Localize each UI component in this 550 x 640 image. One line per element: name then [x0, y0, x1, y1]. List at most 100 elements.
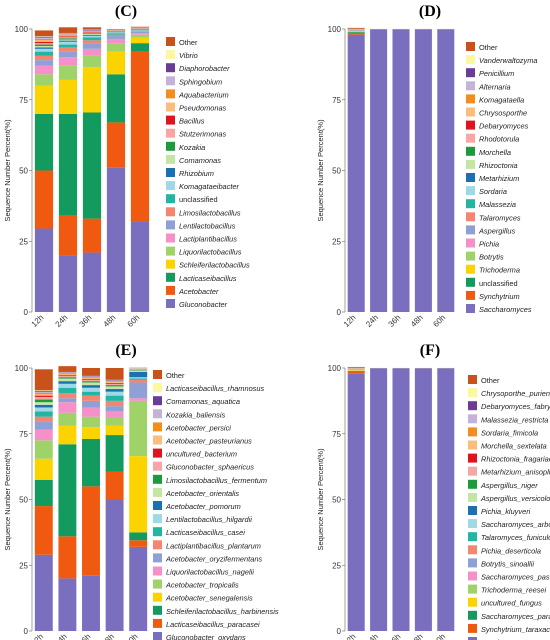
bar-segment [105, 417, 124, 426]
bar-segment [347, 34, 365, 312]
x-tick-label: 48h [409, 313, 425, 329]
legend-label: Vanderwaltozyma [479, 56, 537, 65]
legend-swatch [166, 63, 175, 73]
bar-segment [82, 407, 100, 417]
y-tick-label: 50 [19, 496, 28, 505]
legend-label: Malassezia_restricta [481, 415, 548, 424]
bar-segment [347, 31, 365, 33]
bar-segment [130, 30, 150, 32]
legend-swatch [166, 76, 175, 86]
bar-segment [105, 382, 124, 383]
legend-label: Sphingobium [179, 77, 222, 86]
bar-segment [58, 444, 77, 537]
legend-label: Aquabacterium [178, 90, 229, 99]
legend-swatch [468, 466, 477, 476]
bar-segment [82, 252, 102, 312]
legend-swatch [466, 225, 475, 235]
legend-label: Lentilactobacillus [179, 221, 236, 230]
x-tick-label: 12h [29, 632, 45, 640]
bar-segment [34, 394, 53, 396]
bar-segment [105, 435, 124, 472]
bar-segment [58, 51, 78, 58]
bar-segment [347, 32, 365, 33]
y-tick-label: 25 [19, 237, 28, 246]
bar-segment [129, 377, 148, 379]
bar-segment [34, 65, 54, 75]
legend-label: Gluconobacter_oxydans [166, 633, 246, 640]
bar-segment [58, 372, 77, 374]
legend-swatch [166, 259, 175, 269]
x-tick-label: 36h [387, 632, 403, 640]
y-tick-label: 100 [328, 25, 342, 34]
bar-segment [34, 416, 53, 422]
legend-swatch [468, 479, 477, 489]
panel-0: (C) 0 25 50 75 100 Sequence Number Percent(%) 1… [3, 3, 250, 329]
bar-segment [58, 398, 77, 403]
bar-segment [82, 27, 102, 30]
bar-segment [82, 486, 100, 576]
legend-swatch [468, 519, 477, 529]
legend-label: Gluconobacter [179, 300, 228, 309]
bar-segment [370, 29, 388, 313]
legend-label: Lactiplantibacillus_plantarum [166, 541, 261, 550]
legend-swatch [153, 527, 162, 537]
legend-swatch [153, 448, 162, 458]
bar-segment [347, 32, 365, 35]
bar-segment [34, 392, 53, 395]
legend-swatch [466, 107, 475, 117]
legend-label: Debaryomyces_fabryi [481, 402, 550, 411]
legend-label: unclassified [479, 279, 518, 288]
legend-swatch [166, 181, 175, 191]
bar-segment [105, 499, 124, 631]
legend-swatch [153, 435, 162, 445]
panel-2: (E) 0 25 50 75 100 Sequence Number Percent(%) 1… [3, 342, 279, 640]
bar-segment [34, 506, 53, 555]
x-tick-label: 24h [364, 632, 380, 640]
legend-swatch [466, 81, 475, 91]
legend-swatch [166, 233, 175, 243]
legend-label: Saccharomyces_pastorianus [481, 573, 550, 582]
bar-segment [347, 373, 365, 631]
legend-label: Acetobacter [178, 287, 219, 296]
bar-segment [129, 398, 148, 401]
legend-label: Gluconobacter_sphaericus [166, 463, 254, 472]
legend-label: Komagataeibacter [179, 182, 240, 191]
legend-swatch [468, 610, 477, 620]
x-tick-label: 60h [126, 313, 142, 329]
bar-segment [105, 391, 124, 396]
bar-segment [82, 30, 102, 32]
bar-segment [58, 35, 78, 37]
bar-segment [58, 34, 78, 36]
legend-swatch [468, 388, 477, 398]
bar-segment [129, 370, 148, 371]
legend-swatch [153, 396, 162, 406]
bar-segment [58, 372, 77, 373]
legend-label: Kozakia [179, 143, 205, 152]
bar-segment [130, 31, 150, 32]
legend-swatch [468, 506, 477, 515]
bar-segment [34, 407, 53, 412]
legend-label: Bacillus [179, 117, 205, 126]
panel-3: (F) 0 25 50 75 100 Sequence Number Percent(%) 1… [316, 342, 550, 640]
bar-segment [34, 40, 54, 42]
bar-segment [437, 29, 455, 313]
bar-segment [58, 387, 77, 393]
legend-swatch [153, 579, 162, 589]
bar-segment [34, 47, 54, 49]
legend-label: Trichoderma [479, 266, 520, 275]
y-tick-label: 75 [19, 430, 28, 439]
bar-segment [58, 65, 78, 80]
y-tick-label: 0 [24, 627, 29, 636]
bar-segment [105, 395, 124, 401]
bar-segment [347, 370, 365, 371]
bar-segment [437, 368, 455, 631]
bar-segment [129, 400, 148, 457]
legend-label: Comamonas [179, 156, 221, 165]
bar-segment [34, 390, 53, 392]
legend-swatch [166, 194, 175, 204]
legend-label: Pichia [479, 240, 499, 249]
y-axis-label: Sequence Number Percent(%) [3, 448, 12, 551]
legend-swatch [153, 487, 162, 497]
legend-label: Acetobacter_pomorum [165, 502, 241, 511]
